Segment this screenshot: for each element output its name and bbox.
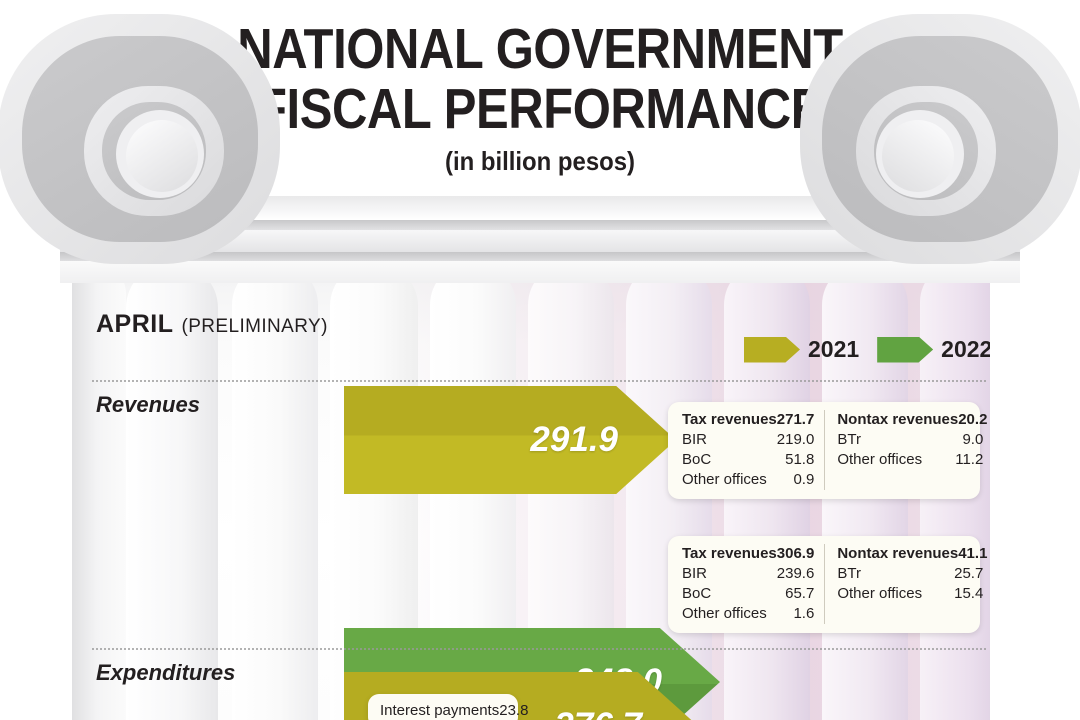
row-value: 1.6 [793,605,815,623]
period-heading: APRIL (PRELIMINARY) [96,310,328,339]
divider-revenues [92,380,986,382]
row-value: 219.0 [776,431,815,449]
table-row: BTr 9.0 [837,430,983,450]
breakdown-card-revenues-2022: Tax revenues 306.9 BIR 239.6 BoC 65.7 [668,536,987,634]
row-key: Interest payments [380,702,500,719]
table-row: Interest payments 23.8 [380,701,528,720]
row-key: Tax revenues [682,411,777,428]
table-row: Tax revenues 271.7 [682,410,814,430]
row-key: BoC [682,451,712,469]
table-row: Other offices 0.9 [682,470,814,490]
legend-swatch-arrow-icon [744,336,800,363]
table-row: Nontax revenues 20.2 [837,410,987,430]
row-value: 41.1 [958,545,988,562]
legend: 2021 2022 [744,336,990,363]
legend-label: 2022 [941,336,990,362]
table-row: Nontax revenues 41.1 [837,544,987,564]
period-label: APRIL [96,310,174,338]
row-value: 20.2 [958,411,988,428]
subtitle: (in billion pesos) [444,146,636,177]
table-row: BTr 25.7 [837,564,983,584]
table-row: Other offices 15.4 [837,584,983,604]
row-value: 271.7 [776,411,815,428]
row-key: Other offices [682,471,767,489]
breakdown-column-nontax-2022: Nontax revenues 41.1 BTr 25.7 Other offi… [825,544,987,624]
row-value: 11.2 [955,451,984,469]
row-key: Other offices [837,451,923,469]
section-label-revenues: Revenues [96,392,200,417]
table-row: Other offices 1.6 [682,604,814,624]
chart-content: APRIL (PRELIMINARY) 2021 2022 Revenues 29… [72,262,990,720]
legend-label: 2021 [808,336,860,362]
bar-value-label: 376.7 [554,706,642,720]
row-value: 23.8 [499,702,529,719]
column-shaft-panel: APRIL (PRELIMINARY) 2021 2022 Revenues 29… [72,262,990,720]
table-row: BoC 51.8 [682,450,814,470]
breakdown-column-tax-2021: Tax revenues 271.7 BIR 219.0 BoC 51.8 [682,410,826,491]
table-row: BoC 65.7 [682,584,814,604]
title-line-1: NATIONAL GOVERNMENT [237,17,843,81]
abacus-stripe [60,252,1020,261]
title-line-2: FISCAL PERFORMANCE [256,77,823,142]
row-key: BIR [682,565,708,583]
divider-expenditures [92,648,986,650]
row-value: 239.6 [776,565,815,583]
row-value: 0.9 [793,471,815,489]
page-title: NATIONAL GOVERNMENT FISCAL PERFORMANCE (… [150,20,930,177]
breakdown-card-revenues-2021: Tax revenues 271.7 BIR 219.0 BoC 51.8 [668,402,987,500]
row-key: Other offices [837,585,923,603]
breakdown-column-nontax-2021: Nontax revenues 20.2 BTr 9.0 Other offic… [825,410,987,490]
row-value: 306.9 [776,545,815,562]
row-key: Nontax revenues [837,411,959,428]
row-value: 65.7 [785,585,815,603]
row-value: 51.8 [785,451,815,469]
legend-swatch-arrow-icon [877,336,934,363]
table-row: BIR 239.6 [682,564,814,584]
row-value: 9.0 [962,431,984,449]
row-key: BTr [837,565,861,583]
row-key: Tax revenues [682,545,777,562]
bar-revenues-2021[interactable]: 291.9 [344,386,676,494]
table-row: Tax revenues 306.9 [682,544,814,564]
row-key: Other offices [682,605,767,623]
legend-item-2021[interactable]: 2021 [744,336,859,363]
legend-item-2022[interactable]: 2022 [877,336,990,363]
bar-value-label: 291.9 [530,420,618,459]
row-value: 25.7 [954,565,984,583]
row-key: BIR [682,431,708,449]
abacus-stripe [60,230,1020,252]
section-label-expenditures: Expenditures [96,660,236,685]
abacus-stripe [60,261,1020,283]
breakdown-card-interest-payments: Interest payments 23.8 [368,694,528,720]
breakdown-column-tax-2022: Tax revenues 306.9 BIR 239.6 BoC 65.7 [682,544,826,625]
abacus-stripe [60,220,1020,230]
table-row: BIR 219.0 [682,430,814,450]
row-key: BTr [837,431,861,449]
row-value: 15.4 [954,585,984,603]
period-qualifier: (PRELIMINARY) [181,316,328,337]
row-key: BoC [682,585,712,603]
table-row: Other offices 11.2 [837,450,983,470]
ionic-volute-right-icon [800,14,1080,264]
row-key: Nontax revenues [837,545,959,562]
ionic-volute-left-icon [0,14,280,264]
